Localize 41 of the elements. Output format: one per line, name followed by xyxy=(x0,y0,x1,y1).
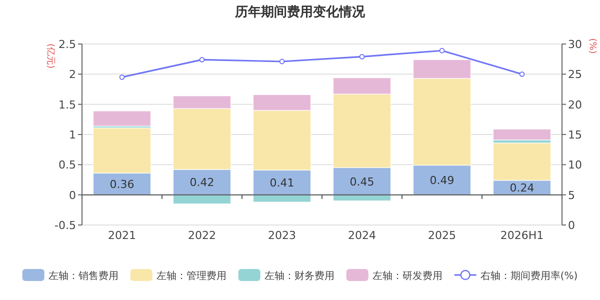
y-tick-label: 1 xyxy=(69,128,76,142)
data-label: 0.24 xyxy=(510,182,534,195)
x-tick-label: 2022 xyxy=(188,229,216,242)
y2-axis-title: (%) xyxy=(587,38,597,54)
y-axis-title: (亿元) xyxy=(45,43,56,69)
data-label: 0.49 xyxy=(430,174,454,188)
legend-label: 左轴：研发费用 xyxy=(372,270,442,282)
x-tick-label: 2021 xyxy=(108,229,136,242)
legend-label: 左轴：财务费用 xyxy=(264,270,334,282)
y2-tick-label: 10 xyxy=(568,158,582,172)
y-tick-label: 2 xyxy=(69,68,76,82)
y2-tick-label: 25 xyxy=(568,68,582,82)
y2-tick-label: 20 xyxy=(568,98,582,112)
y2-tick-label: 30 xyxy=(568,38,582,51)
data-label: 0.42 xyxy=(190,176,214,190)
legend-label: 左轴：管理费用 xyxy=(156,270,226,282)
y-tick-label: -0.5 xyxy=(54,219,76,232)
legend-label: 右轴：期间费用率(%) xyxy=(480,270,578,282)
point xyxy=(519,71,525,77)
point xyxy=(199,56,205,62)
bar xyxy=(492,128,552,140)
point xyxy=(439,48,445,54)
point xyxy=(279,58,285,64)
y-tick-label: 0 xyxy=(69,188,76,202)
data-label: 0.45 xyxy=(350,175,374,188)
point xyxy=(359,54,365,60)
y2-tick-label: 5 xyxy=(568,188,575,202)
y2-tick-label: 0 xyxy=(568,219,575,232)
chart-title: 历年期间费用变化情况 xyxy=(234,4,366,20)
data-label: 0.36 xyxy=(110,178,134,191)
data-label: 0.41 xyxy=(270,176,294,190)
y2-tick-label: 15 xyxy=(568,128,582,142)
x-tick-label: 2023 xyxy=(268,229,296,242)
x-tick-label: 2025 xyxy=(428,229,456,242)
y-tick-label: 1.5 xyxy=(58,98,76,112)
x-tick-label: 2024 xyxy=(348,229,376,242)
point xyxy=(119,74,125,80)
x-tick-label: 2026H1 xyxy=(500,229,544,242)
legend-label: 左轴：销售费用 xyxy=(48,270,118,282)
y-tick-label: 0.5 xyxy=(58,158,76,172)
y-tick-label: 2.5 xyxy=(58,38,76,51)
